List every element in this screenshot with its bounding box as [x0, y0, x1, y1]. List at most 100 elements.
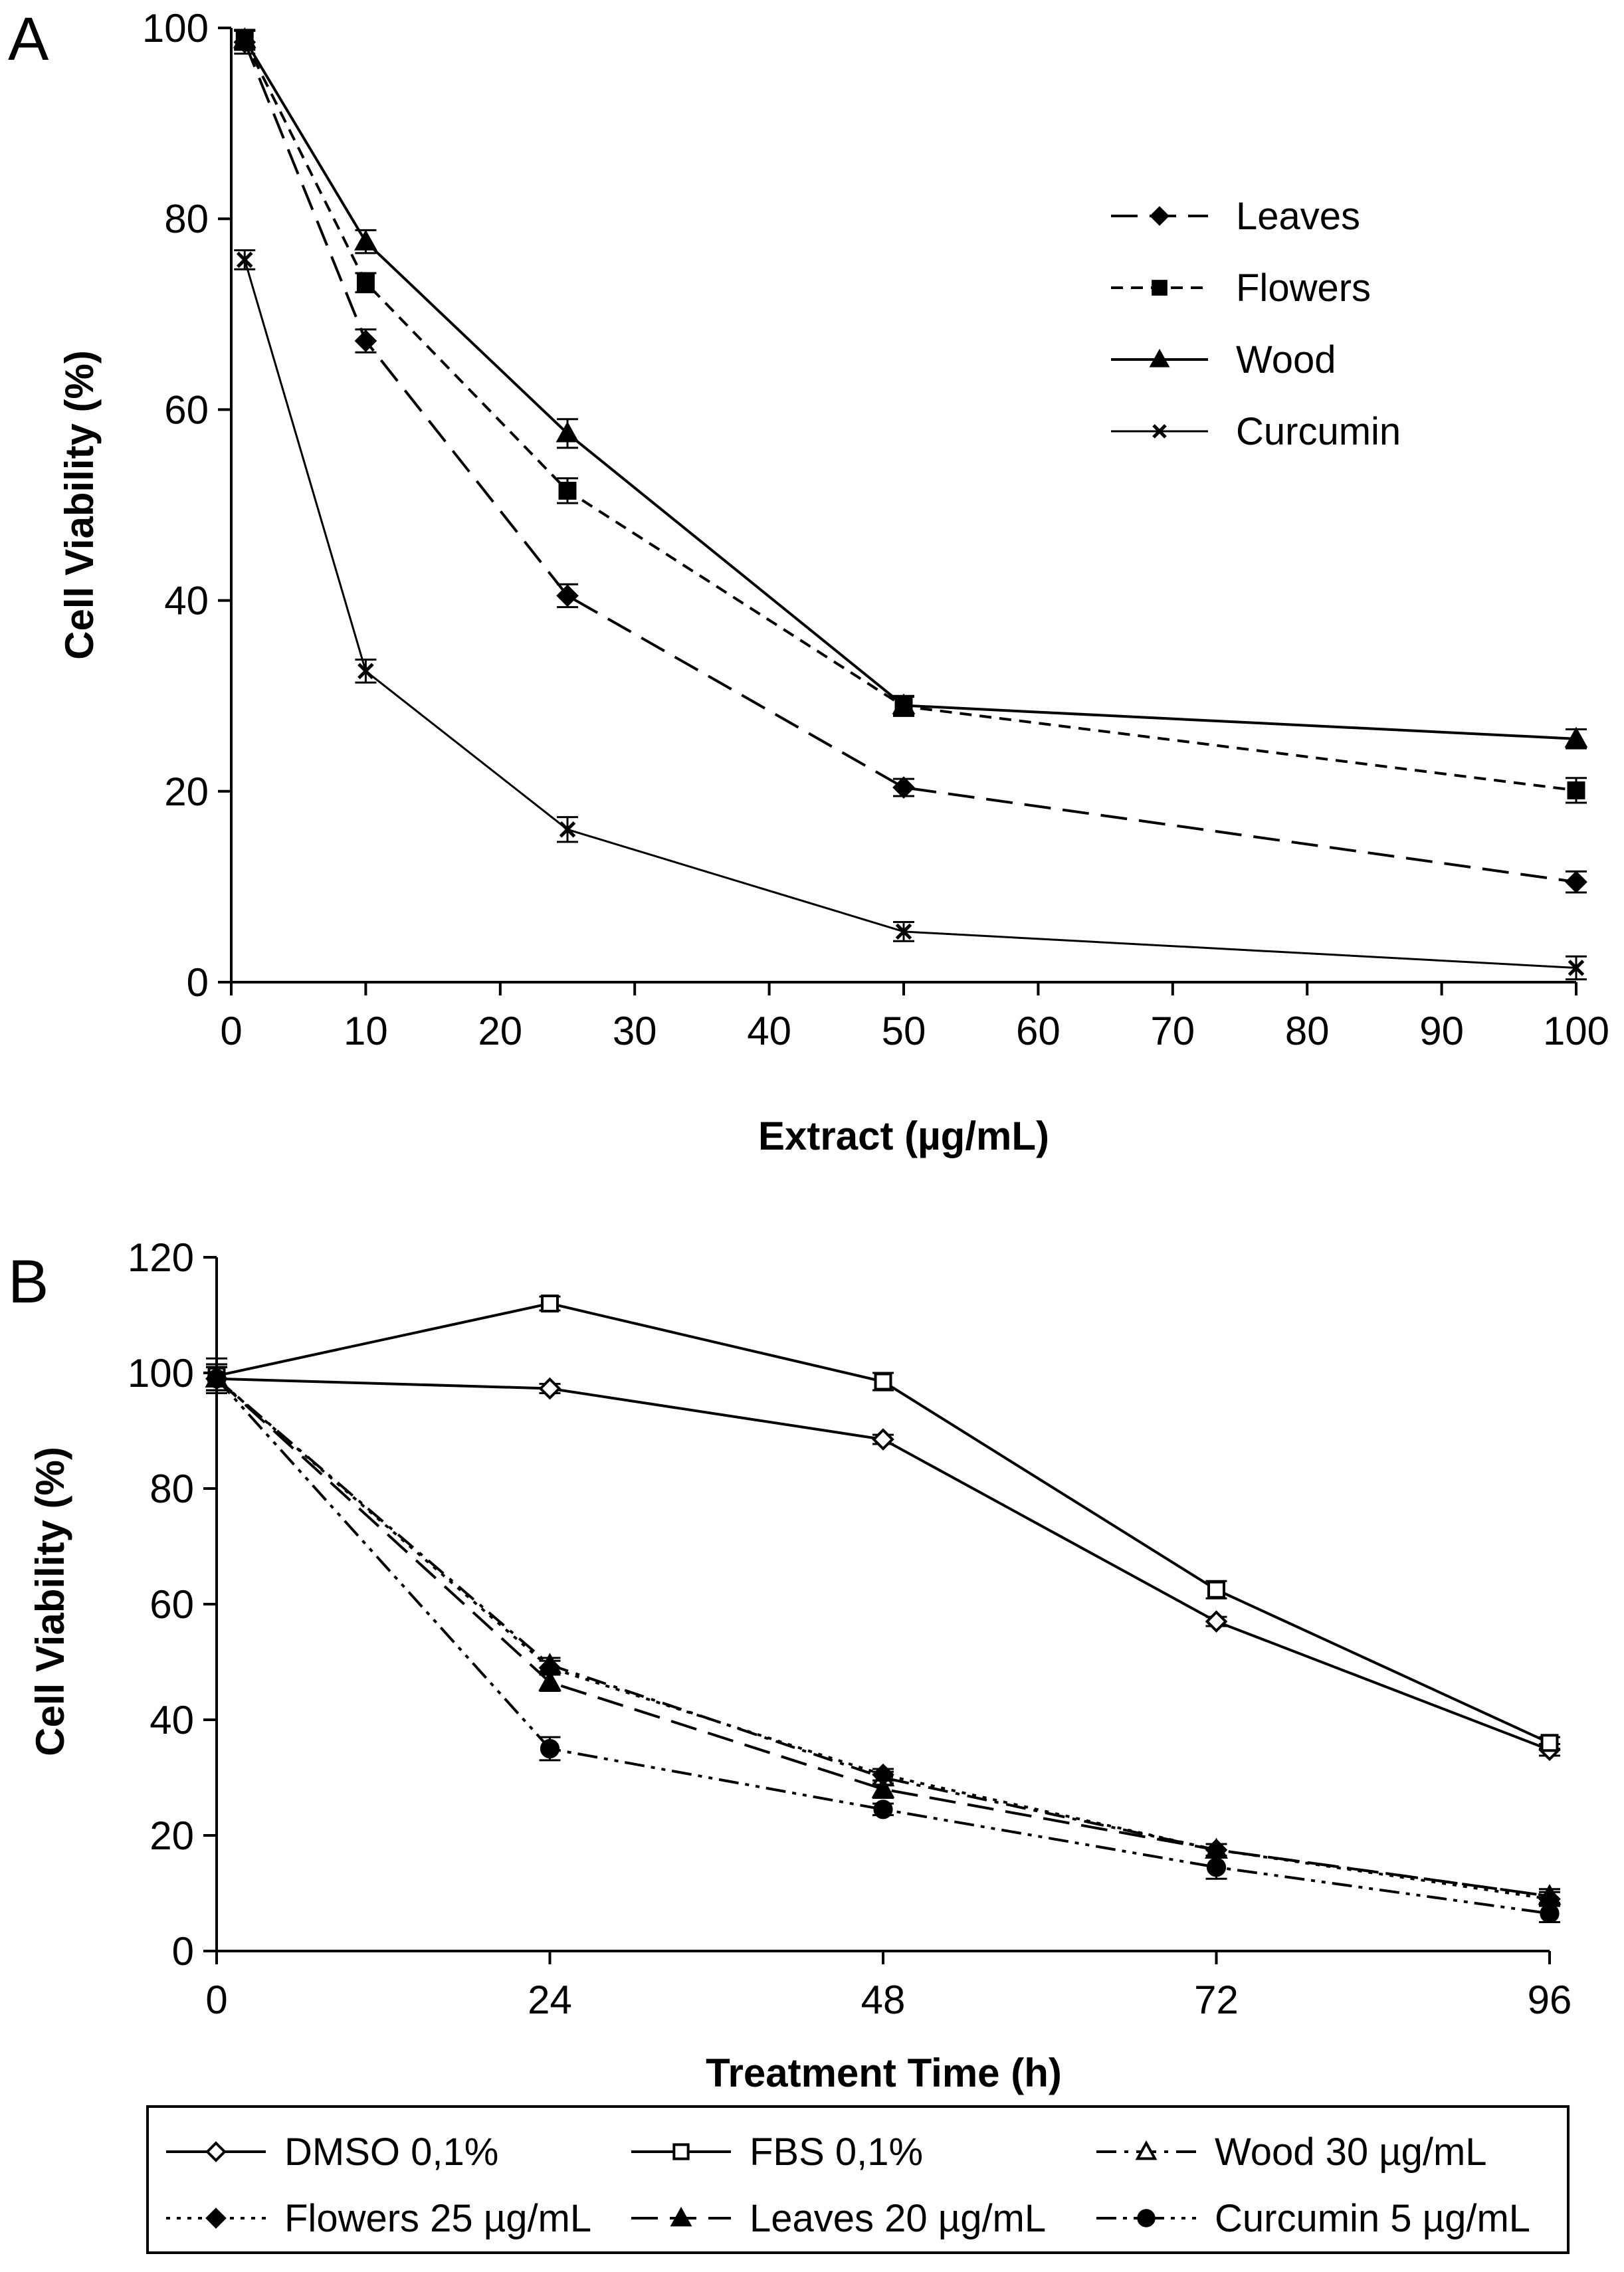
y-tick-label: 80 [164, 197, 209, 241]
series-curcumin [234, 249, 1587, 981]
x-tick-label: 70 [1150, 1009, 1195, 1053]
y-tick-label: 0 [172, 1929, 194, 1974]
data-point [871, 1777, 895, 1798]
data-point [1564, 726, 1588, 748]
legend-label: Leaves [1236, 195, 1360, 238]
y-tick-label: 80 [150, 1467, 194, 1511]
x-tick-label: 48 [861, 1978, 906, 2022]
panel-b-label: B [8, 1248, 49, 1316]
x-tick-label: 50 [882, 1009, 926, 1053]
series-line [215, 1378, 1550, 1898]
x-tick-label: 90 [1419, 1009, 1464, 1053]
x-tick-label: 20 [478, 1009, 522, 1053]
data-point [207, 1369, 227, 1389]
legend-entry-b-5: Curcumin 5 µg/mL [1096, 2197, 1530, 2240]
legend-label: Flowers 25 µg/mL [284, 2197, 591, 2240]
series-line [243, 259, 1577, 969]
x-tick-label: 72 [1194, 1978, 1239, 2022]
data-point [872, 1428, 894, 1451]
legend-entry-b-4: Leaves 20 µg/mL [631, 2197, 1046, 2240]
series-dmso-0-1 [205, 1363, 1561, 1762]
legend-marker [672, 2143, 690, 2160]
series-fbs-0-1 [206, 1294, 1560, 1752]
legend-entry-b-1: FBS 0,1% [631, 2130, 923, 2174]
legend-entry-a-0: Leaves [1111, 195, 1360, 238]
series-wood [233, 27, 1588, 750]
panel-b-x-ticks: 0 24 48 72 96 [205, 1951, 1572, 2022]
x-tick-label: 96 [1528, 1978, 1572, 2022]
data-point [874, 1372, 892, 1391]
panel-a-series [233, 27, 1588, 981]
legend-entry-a-3: Curcumin [1111, 410, 1401, 453]
data-point [1565, 871, 1587, 894]
data-point [356, 273, 375, 292]
legend-marker [205, 2208, 227, 2229]
series-line [215, 1378, 1550, 1901]
y-tick-label: 120 [128, 1235, 194, 1280]
y-tick-label: 60 [150, 1582, 194, 1627]
x-tick-label: 0 [220, 1009, 242, 1053]
x-tick-label: 60 [1016, 1009, 1061, 1053]
panel-a-legend: Leaves Flowers Wood Curcumin [1111, 195, 1401, 453]
legend-marker [205, 2141, 227, 2162]
data-point [540, 1738, 560, 1759]
legend-label: Wood 30 µg/mL [1215, 2130, 1487, 2174]
panel-a-x-axis-title: Extract (µg/mL) [758, 1114, 1049, 1158]
y-tick-label: 20 [164, 770, 209, 814]
series-line [216, 1302, 1550, 1744]
panel-a-label: A [8, 5, 49, 73]
data-point [556, 584, 579, 607]
y-tick-label: 0 [187, 960, 209, 1005]
legend-marker [1149, 348, 1170, 367]
data-point [357, 663, 374, 680]
panel-b-x-axis-title: Treatment Time (h) [706, 2051, 1062, 2095]
panel-b-legend: DMSO 0,1% FBS 0,1% Wood 30 µg/mL Flowers 25… [166, 2130, 1530, 2240]
y-tick-label: 60 [164, 387, 209, 432]
data-point [541, 1294, 559, 1313]
x-tick-label: 40 [747, 1009, 791, 1053]
x-tick-label: 80 [1285, 1009, 1330, 1053]
data-point [1538, 1884, 1562, 1905]
legend-entry-b-2: Wood 30 µg/mL [1096, 2130, 1487, 2174]
data-point [354, 330, 377, 352]
legend-marker [1135, 2140, 1158, 2160]
panel-a-y-axis-title: Cell Viability (%) [57, 350, 102, 660]
legend-entry-b-3: Flowers 25 µg/mL [166, 2197, 591, 2240]
x-tick-label: 100 [1543, 1009, 1609, 1053]
series-line [243, 41, 1577, 884]
legend-entry-a-1: Flowers [1111, 266, 1371, 310]
legend-entry-a-2: Wood [1111, 338, 1336, 381]
data-point [354, 229, 377, 251]
x-tick-label: 30 [613, 1009, 657, 1053]
data-point [556, 421, 579, 443]
legend-marker [1137, 2209, 1156, 2227]
data-point [233, 27, 256, 49]
data-point [538, 1377, 561, 1400]
legend-label: FBS 0,1% [750, 2130, 923, 2174]
legend-entry-b-0: DMSO 0,1% [166, 2130, 498, 2174]
data-point [1206, 1857, 1227, 1877]
legend-label: Flowers [1236, 266, 1371, 310]
data-point [892, 693, 916, 714]
panel-a-chart: A 0 20 40 60 80 100 0 10 20 30 40 50 60 70 80 90 100 Ex… [8, 5, 1609, 1158]
legend-label: Leaves 20 µg/mL [750, 2197, 1046, 2240]
y-tick-label: 20 [150, 1813, 194, 1858]
data-point [1568, 960, 1585, 976]
legend-marker [1150, 206, 1169, 226]
legend-label: Curcumin [1236, 410, 1401, 453]
panel-b-y-ticks: 0 20 40 60 80 100 120 [128, 1235, 217, 1974]
y-tick-label: 40 [164, 579, 209, 623]
x-tick-label: 24 [528, 1978, 572, 2022]
data-point [538, 1670, 561, 1691]
legend-marker [1152, 424, 1167, 439]
data-point [873, 1800, 893, 1819]
y-tick-label: 100 [142, 6, 209, 51]
y-tick-label: 40 [150, 1698, 194, 1742]
data-point [1207, 1580, 1225, 1599]
data-point [559, 821, 576, 838]
data-point [236, 251, 253, 268]
data-point [558, 481, 577, 500]
panel-a-x-ticks: 0 10 20 30 40 50 60 70 80 90 100 [220, 982, 1609, 1053]
panel-a-y-ticks: 0 20 40 60 80 100 [142, 6, 231, 1005]
